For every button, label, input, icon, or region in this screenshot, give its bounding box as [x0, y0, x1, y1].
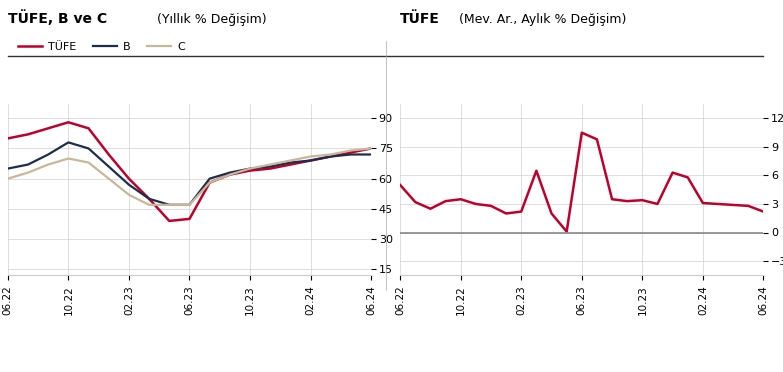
- C: [286, 158, 295, 163]
- C: [144, 203, 153, 207]
- TÜFE: [144, 196, 153, 201]
- B: [124, 182, 134, 187]
- TÜFE: [124, 176, 134, 181]
- Line: C: C: [8, 148, 371, 205]
- TÜFE: [346, 150, 355, 155]
- Legend: TÜFE, B, C: TÜFE, B, C: [13, 38, 189, 57]
- B: [226, 170, 235, 175]
- TÜFE: [23, 132, 33, 137]
- C: [164, 203, 174, 207]
- TÜFE: [226, 172, 235, 177]
- C: [44, 162, 53, 167]
- B: [265, 164, 275, 169]
- TÜFE: [366, 146, 376, 151]
- C: [63, 156, 73, 161]
- TÜFE: [265, 166, 275, 171]
- B: [346, 152, 355, 157]
- Text: TÜFE: TÜFE: [400, 12, 440, 26]
- B: [144, 196, 153, 201]
- TÜFE: [3, 136, 13, 141]
- TÜFE: [84, 126, 93, 131]
- TÜFE: [104, 152, 114, 157]
- C: [124, 193, 134, 197]
- B: [23, 162, 33, 167]
- B: [63, 140, 73, 145]
- TÜFE: [164, 219, 174, 223]
- B: [326, 154, 335, 159]
- Line: TÜFE: TÜFE: [8, 122, 371, 221]
- B: [164, 203, 174, 207]
- TÜFE: [286, 162, 295, 167]
- TÜFE: [306, 158, 316, 163]
- B: [205, 176, 215, 181]
- Line: B: B: [8, 142, 371, 205]
- B: [44, 152, 53, 157]
- TÜFE: [326, 154, 335, 159]
- C: [84, 160, 93, 165]
- B: [286, 160, 295, 165]
- B: [306, 158, 316, 163]
- Text: (Mev. Ar., Aylık % Değişim): (Mev. Ar., Aylık % Değişim): [459, 13, 626, 26]
- TÜFE: [185, 217, 194, 221]
- TÜFE: [205, 180, 215, 185]
- C: [326, 152, 335, 157]
- B: [3, 166, 13, 171]
- TÜFE: [245, 169, 254, 173]
- C: [346, 148, 355, 153]
- C: [306, 154, 316, 159]
- C: [245, 166, 254, 171]
- B: [185, 203, 194, 207]
- C: [265, 162, 275, 167]
- TÜFE: [63, 120, 73, 125]
- B: [104, 164, 114, 169]
- C: [23, 170, 33, 175]
- Text: (Yıllık % Değişim): (Yıllık % Değişim): [157, 13, 266, 26]
- C: [366, 146, 376, 151]
- C: [205, 180, 215, 185]
- B: [84, 146, 93, 151]
- Text: TÜFE, B ve C: TÜFE, B ve C: [8, 10, 107, 26]
- C: [226, 172, 235, 177]
- C: [3, 176, 13, 181]
- B: [245, 166, 254, 171]
- TÜFE: [44, 126, 53, 131]
- C: [104, 176, 114, 181]
- B: [366, 152, 376, 157]
- C: [185, 203, 194, 207]
